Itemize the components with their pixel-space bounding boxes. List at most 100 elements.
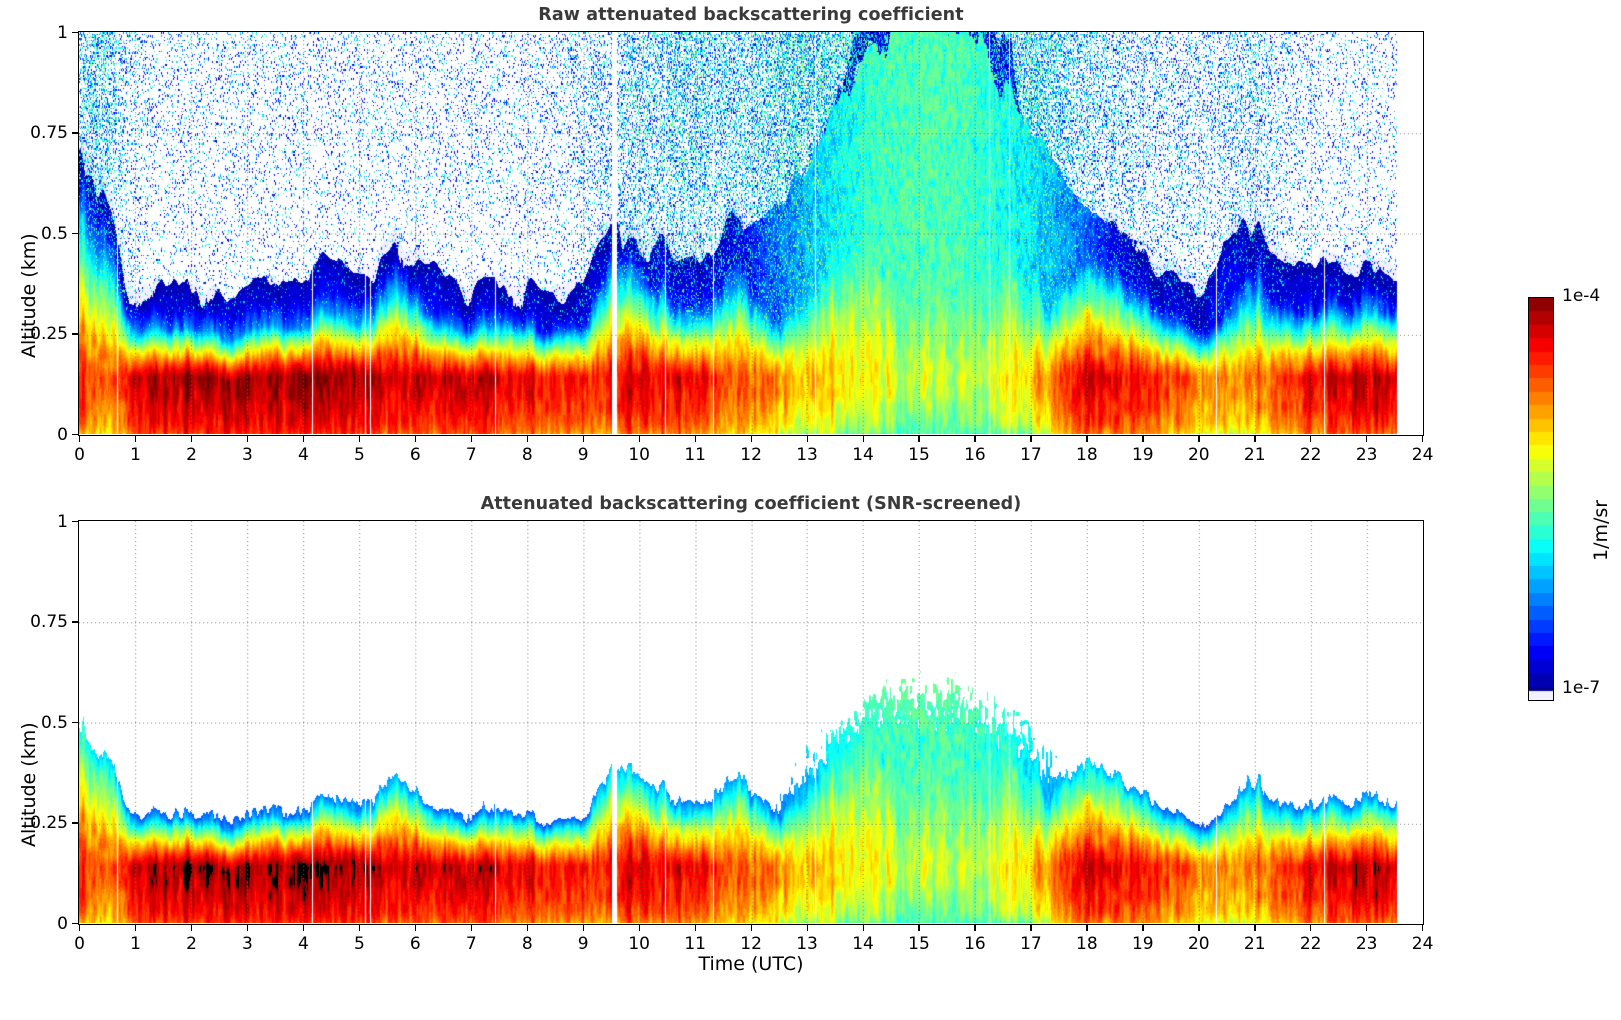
x-tick-label: 20 [1187,934,1210,954]
x-tick-label: 5 [353,445,365,465]
y-tick-label: 0 [57,913,68,934]
y-tick-label: 0.75 [30,123,68,144]
panel-title-snr: Attenuated backscattering coefficient (S… [480,494,1022,514]
x-tickmark [918,436,920,442]
x-tick-label: 0 [74,445,86,465]
x-tick-label: 15 [908,445,930,465]
x-tick-label: 12 [740,445,762,465]
x-tickmark [246,925,249,931]
colorbar-min-label: 1e-7 [1562,678,1601,698]
x-tick-label: 11 [684,445,706,465]
x-tickmark [806,925,808,931]
x-tick-label: 1 [130,445,141,465]
x-tickmark [1310,436,1312,442]
y-tickmark [72,132,78,134]
x-tickmark [1254,925,1256,931]
x-tick-label: 17 [1020,445,1042,465]
colorbar-gradient [1529,298,1553,700]
y-tickmark [72,922,78,925]
x-tick-label: 10 [628,934,650,954]
x-tickmark [1030,436,1032,442]
heatmap-raw [79,32,1422,434]
x-tick-label: 19 [1131,934,1154,954]
ylabel-raw: Altitude (km) [18,232,40,358]
x-tickmark [974,925,976,931]
x-tick-label: 16 [964,445,986,465]
x-tick-label: 21 [1243,934,1266,954]
y-tickmark [72,433,78,436]
x-tick-label: 6 [409,934,421,954]
x-tick-label: 8 [521,934,533,954]
x-tick-label: 7 [465,934,477,954]
x-tickmark [1086,436,1088,442]
x-tickmark [1310,925,1312,931]
x-tickmark [79,436,81,442]
x-tick-label: 4 [298,445,309,465]
x-tickmark [191,436,193,442]
x-tick-label: 13 [796,445,818,465]
y-tick-label: 0.25 [30,324,68,345]
y-tickmark [72,520,78,523]
x-tick-label: 11 [684,934,706,954]
x-tick-label: 3 [242,445,253,465]
x-tick-label: 5 [353,934,365,954]
x-tickmark [750,436,752,442]
x-tick-label: 24 [1411,934,1434,954]
x-tickmark [135,436,137,442]
x-tickmark [582,436,585,442]
x-tickmark [1142,925,1144,931]
xlabel-time: Time (UTC) [698,953,804,975]
x-tickmark [1142,436,1144,442]
x-tickmark [1198,925,1200,931]
x-tickmark [191,925,193,931]
x-tick-label: 15 [908,934,930,954]
x-tickmark [414,436,417,442]
y-tickmark [72,721,78,724]
x-tickmark [135,925,137,931]
x-tickmark [750,925,752,931]
x-tick-label: 2 [186,445,197,465]
x-tick-label: 6 [409,445,421,465]
x-tick-label: 23 [1355,445,1378,465]
x-tick-label: 3 [242,934,253,954]
x-tick-label: 2 [186,934,197,954]
x-tick-label: 13 [796,934,818,954]
x-tick-label: 18 [1076,934,1098,954]
colorbar[interactable] [1528,297,1554,701]
panel-title-raw: Raw attenuated backscattering coefficien… [538,5,964,25]
x-tick-label: 12 [740,934,762,954]
heatmap-snr [79,521,1422,923]
x-tick-label: 22 [1299,445,1322,465]
x-tick-label: 0 [74,934,86,954]
x-tickmark [638,436,640,442]
x-tickmark [694,925,696,931]
x-tickmark [1422,436,1424,442]
x-tickmark [1198,436,1200,442]
x-tick-label: 22 [1299,934,1322,954]
x-tick-label: 14 [852,445,874,465]
x-tickmark [862,925,864,931]
y-tick-label: 0.5 [40,712,68,733]
x-tickmark [414,925,417,931]
x-tickmark [1254,436,1256,442]
plot-axes-raw[interactable] [78,31,1424,436]
y-tick-label: 1 [57,22,68,43]
x-tick-label: 9 [577,934,589,954]
plot-axes-snr[interactable] [78,520,1424,925]
x-tickmark [526,925,529,931]
x-tickmark [302,436,305,442]
x-tickmark [79,925,81,931]
y-tick-label: 0.5 [40,223,68,244]
x-tick-label: 17 [1020,934,1042,954]
x-tick-label: 16 [964,934,986,954]
y-tick-label: 0.75 [30,612,68,633]
x-tickmark [302,925,305,931]
colorbar-max-label: 1e-4 [1562,286,1601,306]
y-tickmark [72,31,78,34]
x-tickmark [526,436,529,442]
x-tickmark [582,925,585,931]
x-tickmark [918,925,920,931]
y-tickmark [72,822,78,824]
y-tick-label: 0.25 [30,813,68,834]
x-tick-label: 1 [130,934,141,954]
